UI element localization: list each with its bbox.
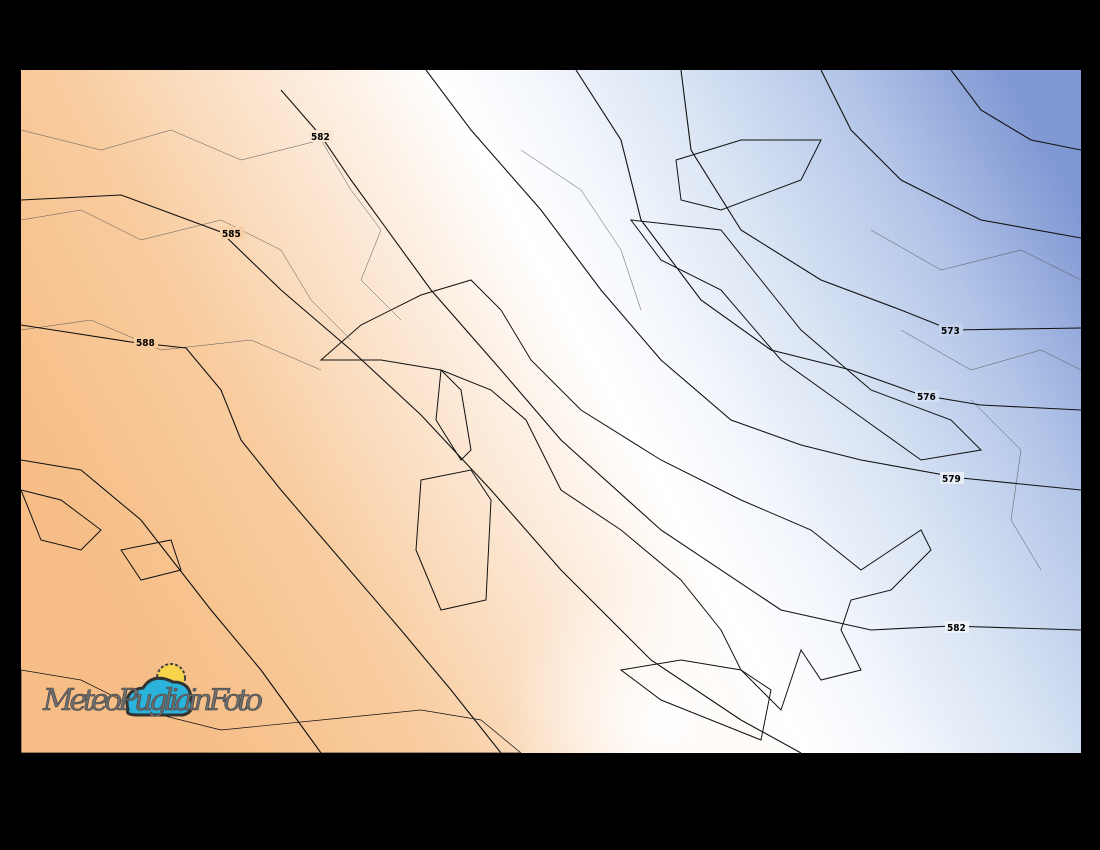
logo-text: MeteoPugliainFoto (42, 683, 263, 718)
contour-588 (21, 324, 502, 753)
geopotential-map: 582 585 588 573 576 579 582 MeteoPugliai… (21, 70, 1081, 753)
contour-576 (575, 70, 1081, 411)
contour-label: 576 (917, 392, 936, 403)
contour-lines (21, 70, 1081, 753)
contour-585 (21, 194, 802, 753)
contour-570 (820, 70, 1081, 239)
meteopuglia-logo: MeteoPugliainFoto (42, 663, 263, 718)
contour-labels: 582 585 588 573 576 579 582 (134, 130, 969, 634)
contour-label: 582 (311, 132, 330, 143)
coastlines (21, 139, 983, 753)
neutral-zone (411, 370, 871, 753)
contour-579 (425, 70, 1081, 491)
cloud-icon (125, 676, 194, 717)
contour-label: 573 (941, 326, 960, 337)
contour-label: 582 (947, 623, 966, 634)
contour-591 (21, 459, 322, 753)
contour-567 (950, 70, 1081, 151)
contour-582-west (280, 89, 1081, 631)
contour-label: 579 (942, 474, 961, 485)
contour-label: 585 (222, 229, 241, 240)
contour-label: 588 (136, 338, 155, 349)
